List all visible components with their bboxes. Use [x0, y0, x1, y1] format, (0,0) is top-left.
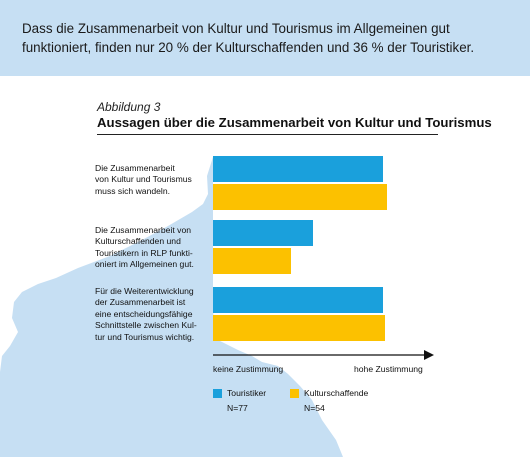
category-label-3: Für die Weiterentwicklung der Zusammenar…: [95, 286, 213, 343]
title-rule: [97, 134, 438, 135]
category-label-2-line: Touristikern in RLP funkti-: [95, 247, 193, 258]
legend-n-kulturschaffende: N=54: [304, 403, 325, 413]
category-label-3-line: Schnittstelle zwischen Kul-: [95, 320, 197, 331]
legend-label-kulturschaffende: Kulturschaffende: [304, 388, 369, 398]
category-label-3-line: der Zusammenarbeit ist: [95, 297, 186, 308]
bar-touristiker-2: [213, 220, 313, 246]
category-label-1: Die Zusammenarbeit von Kultur und Touris…: [95, 163, 213, 197]
legend-swatch-kulturschaffende: [290, 389, 299, 398]
category-label-3-line: tur und Tourismus wichtig.: [95, 331, 195, 342]
header-text: Dass die Zusammenarbeit von Kultur und T…: [22, 21, 475, 55]
legend-n-touristiker: N=77: [227, 403, 248, 413]
bar-touristiker-1: [213, 156, 383, 182]
x-axis-arrow: [424, 350, 434, 360]
legend-label-touristiker: Touristiker: [227, 388, 267, 398]
category-label-2: Die Zusammenarbeit von Kulturschaffenden…: [95, 225, 213, 271]
category-label-1-line: Die Zusammenarbeit: [95, 163, 175, 173]
bar-touristiker-3: [213, 287, 383, 313]
bar-layer: [213, 156, 387, 341]
category-label-2-line: Die Zusammenarbeit von: [95, 225, 192, 235]
figure-label: Abbildung 3: [97, 100, 161, 114]
category-label-3-line: eine entscheidungsfähige: [95, 308, 193, 319]
legend-swatch-touristiker: [213, 389, 222, 398]
category-label-1-line: von Kultur und Tourismus: [95, 174, 192, 185]
x-axis-min-label: keine Zustimmung: [213, 364, 284, 374]
category-label-3-line: Für die Weiterentwicklung: [95, 286, 194, 296]
category-label-2-line: Kulturschaffenden und: [95, 236, 181, 247]
chart-title: Aussagen über die Zusammenarbeit von Kul…: [97, 115, 492, 130]
category-label-1-line: muss sich wandeln.: [95, 185, 170, 196]
category-label-2-line: oniert im Allgemeinen gut.: [95, 259, 194, 270]
bar-kulturschaffende-1: [213, 184, 387, 210]
bar-kulturschaffende-2: [213, 248, 291, 274]
x-axis-max-label: hohe Zustimmung: [354, 364, 423, 374]
map-shape: [0, 157, 343, 457]
header-banner: Dass die Zusammenarbeit von Kultur und T…: [0, 0, 530, 76]
bar-kulturschaffende-3: [213, 315, 385, 341]
